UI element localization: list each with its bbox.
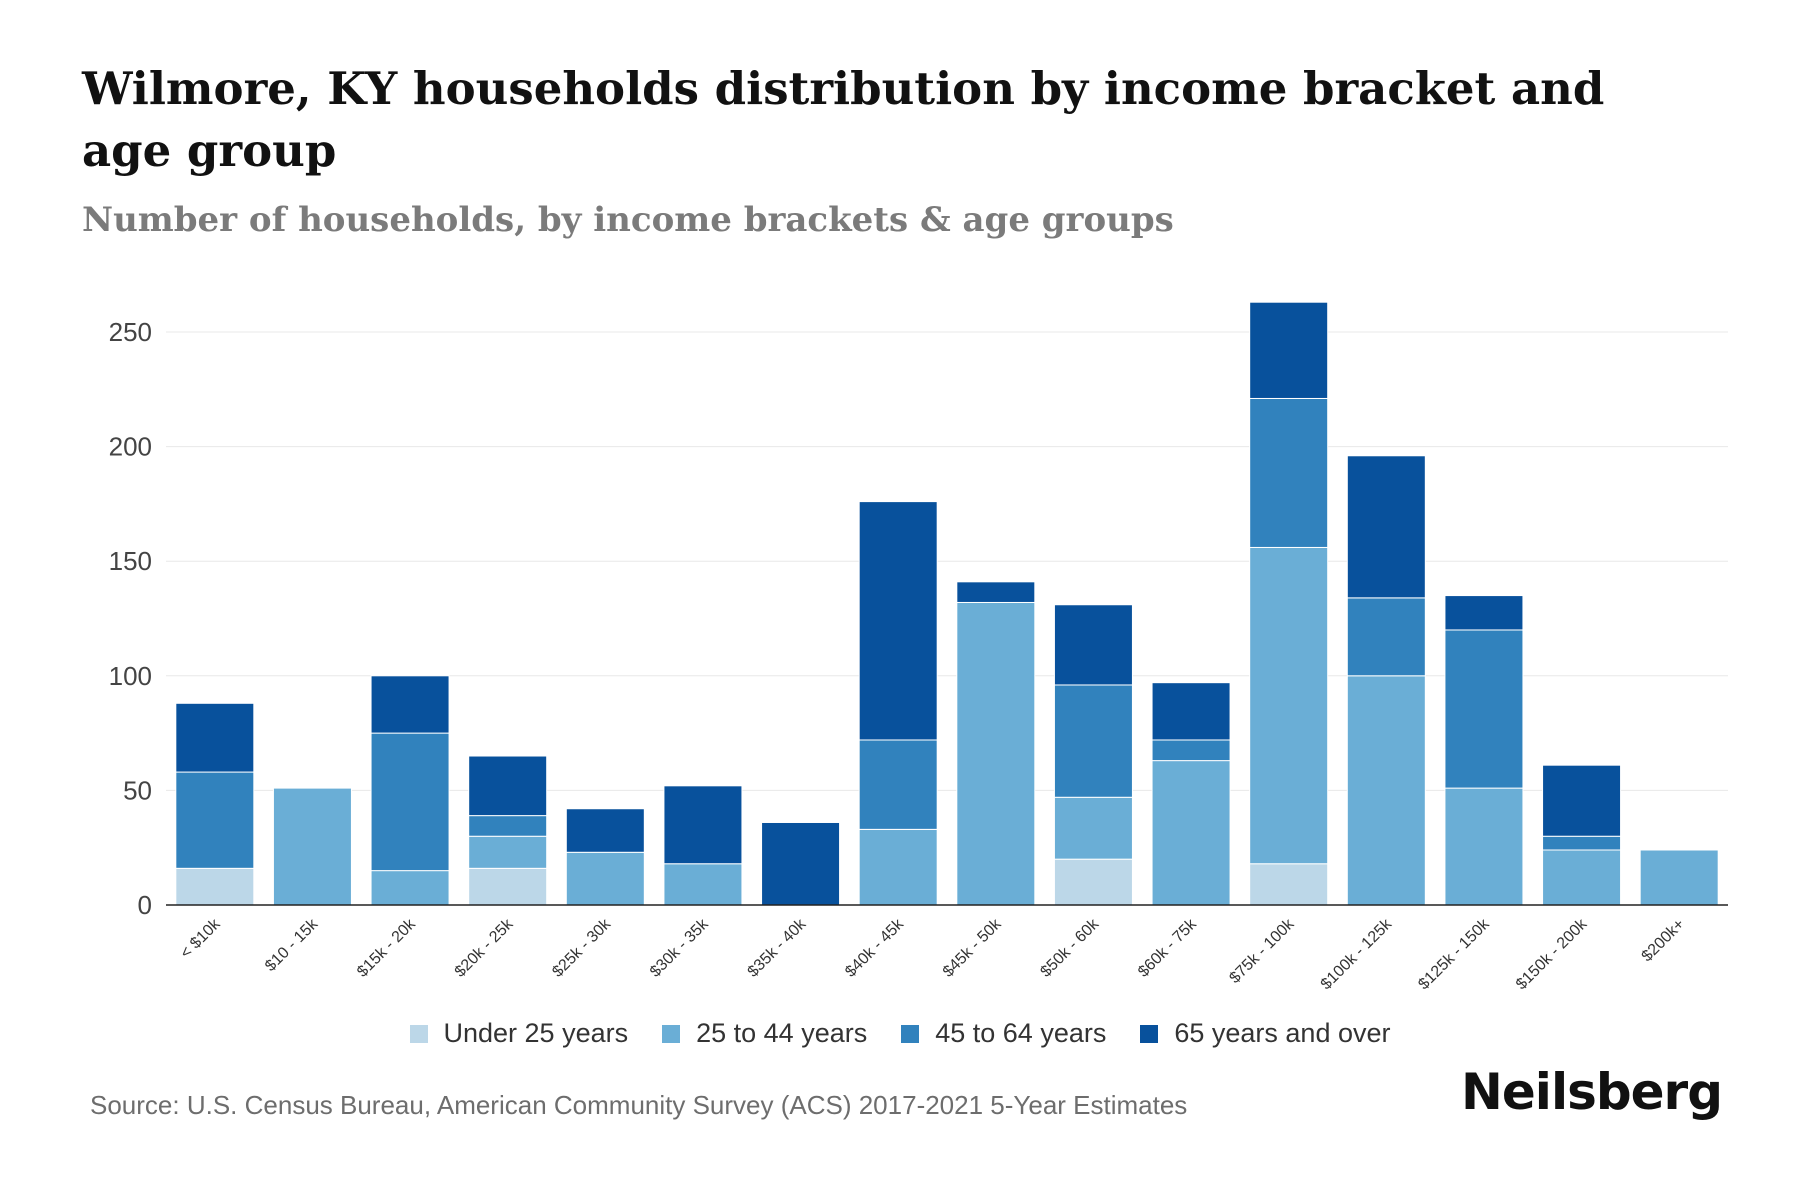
x-tick-label: $200k+ [1639,916,1688,965]
legend-label-25-to-44: 25 to 44 years [696,1018,868,1048]
bar-segment-12-3 [1346,455,1426,599]
bar-segment-1-1 [272,787,352,906]
bar-segment-12-2 [1346,597,1426,677]
legend-label-65-and-over: 65 years and over [1174,1018,1391,1048]
bar-segment-4-3 [565,808,645,853]
x-tick-label: $50k - 60k [1037,915,1103,981]
bar-segment-14-2 [1542,835,1622,851]
bar-segment-0-3 [175,702,255,773]
x-tick-label: < $10k [177,915,224,962]
legend-swatch-25-to-44 [662,1024,681,1043]
bar-segment-12-1 [1346,675,1426,906]
bar-segment-10-2 [1151,739,1231,762]
legend-swatch-65-and-over [1140,1024,1159,1043]
x-tick-label: $60k - 75k [1135,915,1201,981]
bar-segment-9-0 [1053,858,1133,906]
x-tick-label: $30k - 35k [647,915,713,981]
legend-item-under-25: Under 25 years [409,1018,629,1049]
bar-segment-11-3 [1249,301,1329,399]
bar-segment-9-1 [1053,796,1133,860]
bar-segment-8-1 [956,601,1036,906]
bar-segment-0-0 [175,867,255,906]
bar-segment-7-3 [858,501,938,741]
bar-segment-3-2 [468,815,548,837]
bar-segment-2-1 [370,870,450,906]
bar-segment-14-1 [1542,849,1622,906]
y-tick-label-0: 0 [138,890,152,920]
bars [175,301,1719,906]
legend-item-25-to-44: 25 to 44 years [662,1018,867,1049]
bar-segment-7-1 [858,828,938,906]
legend-item-45-to-64: 45 to 64 years [901,1018,1106,1049]
legend-swatch-under-25 [409,1024,428,1043]
bar-segment-9-2 [1053,684,1133,798]
y-tick-label-100: 100 [109,661,152,691]
x-tick-label: $10 - 15k [262,915,322,975]
x-tick-label: $100k - 125k [1318,915,1396,993]
x-tick-label: $20k - 25k [452,915,518,981]
bar-segment-13-2 [1444,629,1524,789]
x-tick-label: $45k - 50k [940,915,1006,981]
x-tick-label: $35k - 40k [745,915,811,981]
y-tick-label-150: 150 [109,546,152,576]
bar-segment-10-3 [1151,682,1231,741]
bar-segment-6-3 [761,821,841,906]
x-tick-label: $75k - 100k [1226,915,1298,987]
y-tick-label-50: 50 [123,775,152,805]
brand-logo: Neilsberg [1461,1063,1723,1121]
chart-title: Wilmore, KY households distribution by i… [82,62,1605,177]
x-tick-label: $25k - 30k [549,915,615,981]
bar-segment-3-1 [468,835,548,869]
source-note: Source: U.S. Census Bureau, American Com… [90,1090,1188,1120]
x-tick-label: $150k - 200k [1513,915,1591,993]
bar-segment-9-3 [1053,604,1133,686]
bar-segment-8-3 [956,581,1036,603]
bar-segment-15-1 [1639,849,1719,906]
legend-swatch-45-to-64 [901,1024,920,1043]
bar-segment-5-1 [663,863,743,906]
x-tick-label: $125k - 150k [1415,915,1493,993]
bar-segment-5-3 [663,785,743,865]
bar-segment-11-0 [1249,863,1329,906]
legend-label-under-25: Under 25 years [443,1018,629,1048]
bar-segment-13-3 [1444,595,1524,631]
legend-item-65-and-over: 65 years and over [1140,1018,1391,1049]
bar-segment-3-3 [468,755,548,817]
bar-segment-0-2 [175,771,255,869]
bar-segment-11-2 [1249,397,1329,548]
legend: Under 25 years 25 to 44 years 45 to 64 y… [0,1018,1800,1049]
bar-segment-14-3 [1542,764,1622,837]
y-tick-label-200: 200 [109,432,152,462]
x-tick-label: $15k - 20k [354,915,420,981]
legend-label-45-to-64: 45 to 64 years [935,1018,1107,1048]
bar-segment-7-2 [858,739,938,830]
bar-segment-13-1 [1444,787,1524,906]
y-tick-label-250: 250 [109,317,152,347]
bar-segment-11-1 [1249,546,1329,865]
bar-segment-10-1 [1151,760,1231,906]
bar-segment-3-0 [468,867,548,906]
bar-segment-2-3 [370,675,450,734]
bar-segment-2-2 [370,732,450,872]
chart-subtitle: Number of households, by income brackets… [82,200,1174,240]
x-tick-label: $40k - 45k [842,915,908,981]
bar-segment-4-1 [565,851,645,906]
